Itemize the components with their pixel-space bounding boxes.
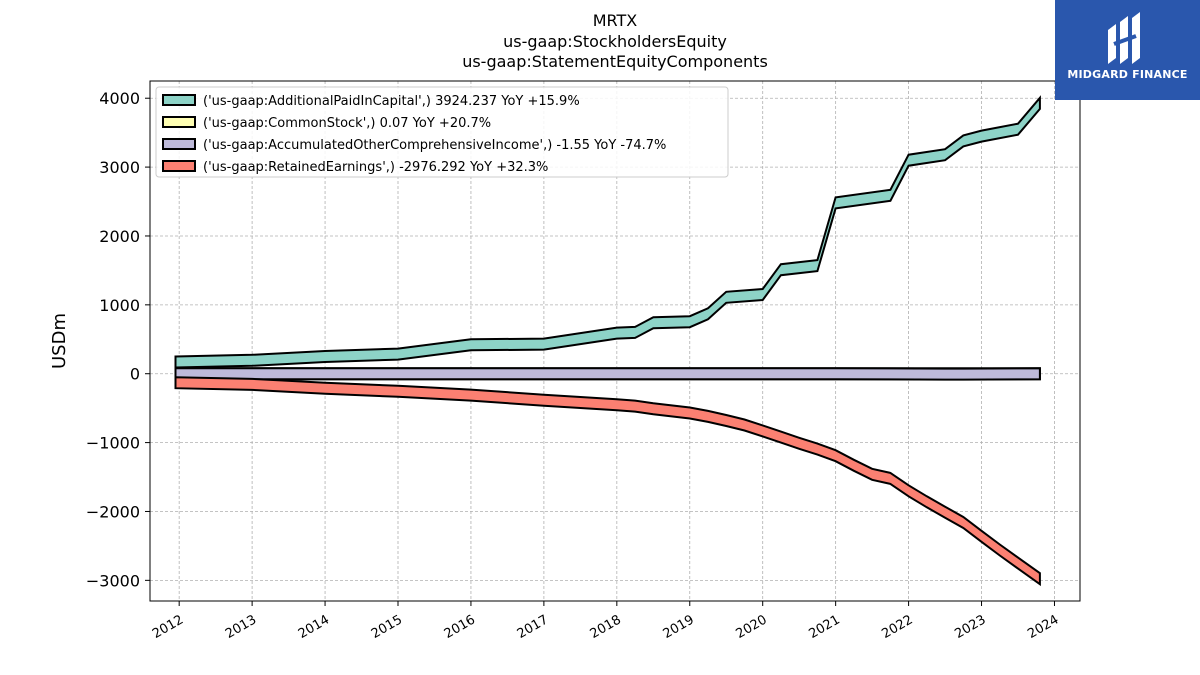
plot-area: [174, 95, 1041, 587]
chart-subtitle-concept: us-gaap:StockholdersEquity: [503, 32, 727, 51]
legend-swatch: [162, 116, 196, 128]
x-tick-label: 2020: [734, 612, 770, 642]
y-tick-label: −3000: [86, 571, 140, 590]
midgard-finance-logo: MIDGARD FINANCE: [1055, 0, 1200, 100]
series-area-2: [174, 367, 1041, 381]
legend-box: [155, 86, 729, 178]
x-tick-label: 2022: [879, 612, 915, 642]
x-tick-label: 2023: [952, 612, 988, 642]
series-area-0: [174, 95, 1041, 369]
x-tick-label: 2019: [661, 612, 697, 642]
legend-swatch: [162, 160, 196, 172]
legend-label: ('us-gaap:CommonStock',) 0.07 YoY +20.7%: [203, 116, 491, 131]
chart-title: MRTX: [592, 11, 638, 30]
y-tick-label: −1000: [86, 434, 140, 453]
legend-label: ('us-gaap:AdditionalPaidInCapital',) 392…: [203, 94, 580, 109]
y-axis-label: USDm: [49, 313, 70, 369]
y-tick-label: −2000: [86, 502, 140, 521]
x-tick-label: 2013: [223, 612, 259, 642]
legend-label: ('us-gaap:RetainedEarnings',) -2976.292 …: [203, 160, 548, 175]
x-tick-label: 2024: [1025, 612, 1061, 642]
midgard-logo-icon: [1108, 12, 1140, 64]
x-tick-label: 2018: [588, 612, 624, 642]
x-tick-label: 2014: [296, 612, 332, 642]
legend-label: ('us-gaap:AccumulatedOtherComprehensiveI…: [203, 138, 666, 153]
x-tick-label: 2017: [515, 612, 551, 642]
legend: ('us-gaap:AdditionalPaidInCapital',) 392…: [155, 86, 729, 178]
x-tick-label: 2012: [150, 612, 186, 642]
legend-swatch: [162, 138, 196, 150]
x-tick-label: 2021: [806, 612, 842, 642]
y-tick-label: 4000: [99, 89, 140, 108]
y-tick-label: 0: [130, 365, 140, 384]
x-tick-label: 2015: [369, 612, 405, 642]
legend-swatch: [162, 94, 196, 106]
x-tick-label: 2016: [442, 612, 478, 642]
chart-subtitle-components: us-gaap:StatementEquityComponents: [462, 52, 768, 71]
logo-text: MIDGARD FINANCE: [1067, 68, 1188, 81]
y-tick-label: 2000: [99, 227, 140, 246]
plot-frame: [149, 80, 1081, 602]
y-tick-label: 3000: [99, 158, 140, 177]
y-tick-label: 1000: [99, 296, 140, 315]
series-area-3: [174, 376, 1041, 587]
